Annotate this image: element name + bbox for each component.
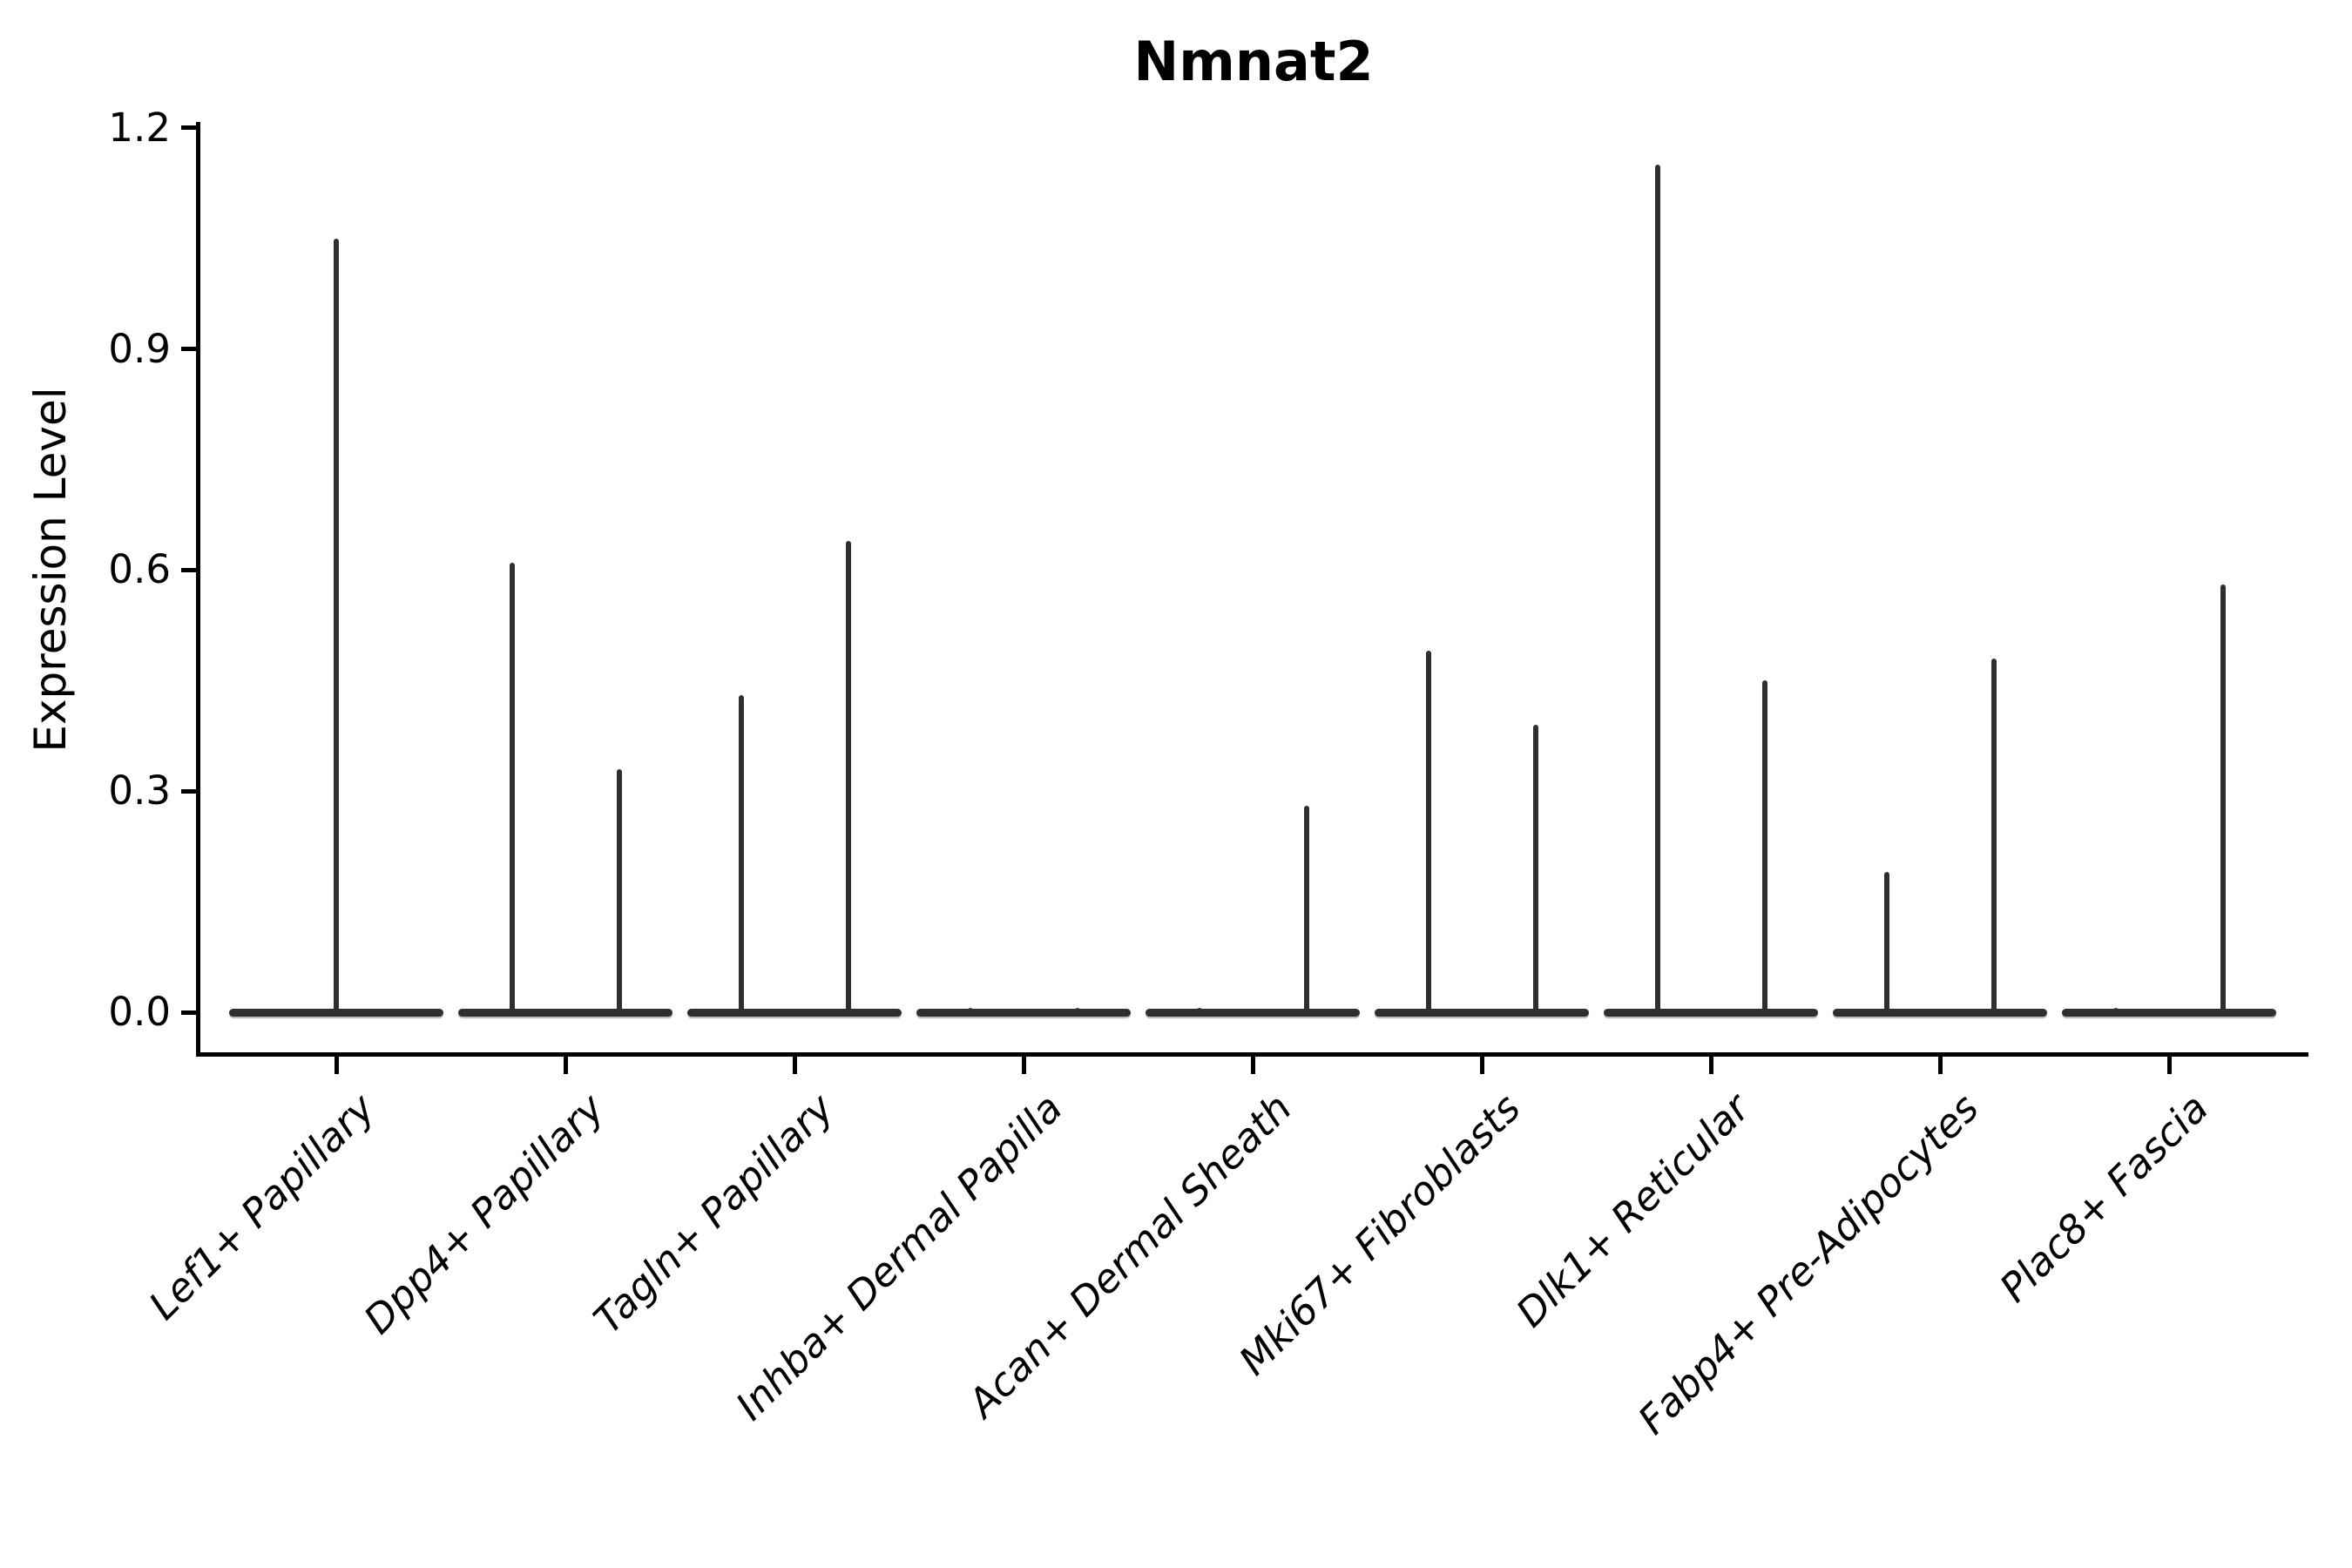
violin-spike: [1532, 725, 1538, 1012]
y-tick-mark: [181, 1010, 199, 1015]
violin-spike: [334, 239, 339, 1012]
x-tick-mark: [1250, 1057, 1255, 1074]
violin-spike: [616, 769, 622, 1012]
y-tick-label: 0.0: [108, 989, 171, 1035]
violin-base: [229, 1008, 443, 1017]
x-tick-mark: [1021, 1057, 1026, 1074]
x-tick-label: Dlk1+ Reticular: [1507, 1085, 1759, 1336]
x-tick-mark: [334, 1057, 339, 1074]
x-tick-label: Lef1+ Papillary: [139, 1085, 384, 1329]
x-tick-mark: [1479, 1057, 1484, 1074]
y-tick-label: 0.3: [108, 767, 171, 814]
violin-spike: [967, 1008, 973, 1012]
y-tick-label: 0.6: [108, 546, 171, 593]
x-tick-mark: [2166, 1057, 2172, 1074]
violin-base: [458, 1008, 672, 1017]
violin-spike: [1761, 680, 1767, 1012]
y-tick-mark: [181, 125, 199, 131]
y-tick-mark: [181, 567, 199, 572]
violin-spike: [738, 695, 744, 1012]
violin-base: [1833, 1008, 2047, 1017]
violin-spike: [1654, 165, 1660, 1012]
violin-base: [1146, 1008, 1360, 1017]
violin-spike: [1990, 659, 1997, 1012]
x-tick-mark: [563, 1057, 568, 1074]
violin-spike: [845, 541, 851, 1012]
x-tick-label: Tagln+ Papillary: [584, 1085, 842, 1343]
violin-spike: [1303, 806, 1309, 1012]
violin-spike: [1074, 1008, 1080, 1012]
x-axis-spine: [196, 1052, 2308, 1057]
violin-base: [1375, 1008, 1589, 1017]
violin-spike: [2112, 1008, 2119, 1012]
x-tick-mark: [1937, 1057, 1943, 1074]
y-tick-mark: [181, 788, 199, 794]
y-axis-spine: [196, 122, 200, 1057]
violin-spike: [1425, 651, 1431, 1012]
x-tick-mark: [792, 1057, 797, 1074]
x-tick-label: Dpp4+ Papillary: [355, 1085, 613, 1343]
violin-base: [916, 1008, 1131, 1017]
chart-title: Nmnat2: [1133, 30, 1374, 93]
violin-base: [1604, 1008, 1818, 1017]
y-tick-label: 0.9: [108, 325, 171, 372]
violin-spike: [2220, 585, 2226, 1012]
violin-base: [2062, 1008, 2276, 1017]
y-tick-label: 1.2: [108, 104, 171, 151]
violin-spike: [509, 563, 515, 1012]
y-tick-mark: [181, 347, 199, 352]
x-tick-label: Plac8+ Fascia: [1990, 1085, 2217, 1312]
violin-base: [687, 1008, 902, 1017]
violin-spike: [1883, 872, 1889, 1012]
x-tick-mark: [1708, 1057, 1713, 1074]
violin-spike: [1196, 1008, 1202, 1012]
